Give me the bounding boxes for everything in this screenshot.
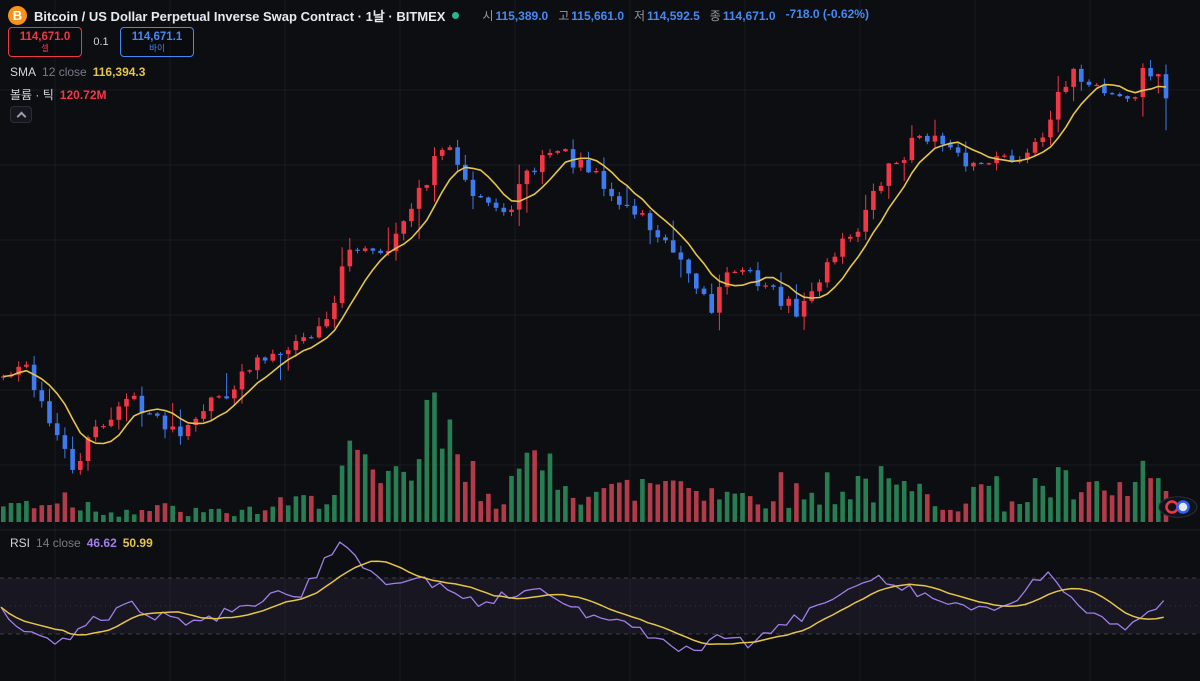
bitmex-logo-icon[interactable] [1158,496,1198,518]
sma-value: 116,394.3 [92,65,146,79]
bitcoin-icon: B [8,5,27,25]
rsi-value: 46.62 [86,536,117,550]
close-field: 종 114,671.0 [710,7,776,24]
chevron-up-icon [16,111,26,121]
rsi-name: RSI [10,536,31,550]
market-status-icon [452,11,460,19]
buy-price: 114,671.1 [131,31,183,43]
sma-indicator-row[interactable]: SMA 12 close 116,394.3 [10,65,145,79]
ohlc-values: 시 115,389.0 고 115,661.0 저 114,592.5 종 114,67… [482,7,869,24]
volume-indicator-row[interactable]: 볼륨 · 틱 120.72M [10,86,107,103]
rsi-indicator-row[interactable]: RSI 14 close 46.62 50.99 [10,536,153,550]
volume-name: 볼륨 · 틱 [10,88,54,102]
sma-name: SMA [10,65,37,79]
change-value: -718.0 (-0.62%) [785,6,869,21]
close-label: 종 [709,8,721,23]
buy-label: 바이 [149,42,165,53]
low-label: 저 [634,8,646,23]
rsi-params: 14 close [36,536,81,550]
symbol-title[interactable]: Bitcoin / US Dollar Perpetual Inverse Sw… [34,8,446,24]
low-value: 114,592.5 [647,8,700,23]
low-field: 저 114,592.5 [634,7,700,24]
sell-label: 셀 [41,42,49,53]
high-value: 115,661.0 [571,8,624,23]
sell-button[interactable]: 114,671.0 셀 [8,27,82,57]
sell-price: 114,671.0 [19,31,71,43]
open-value: 115,389.0 [495,8,549,23]
open-label: 시 [482,8,494,23]
high-field: 고 115,661.0 [558,7,624,24]
symbol-header: B Bitcoin / US Dollar Perpetual Inverse … [8,5,869,25]
high-label: 고 [558,8,570,23]
open-field: 시 115,389.0 [482,7,548,24]
trade-widget: 114,671.0 셀 0.1 114,671.1 바이 [8,27,194,57]
quantity-value[interactable]: 0.1 [93,36,109,48]
buy-button[interactable]: 114,671.1 바이 [120,27,194,57]
sma-params: 12 close [42,65,87,79]
close-value: 114,671.0 [722,8,776,23]
rsi-ma-value: 50.99 [122,536,153,550]
volume-value: 120.72M [59,87,107,102]
collapse-legend-button[interactable] [10,106,32,123]
